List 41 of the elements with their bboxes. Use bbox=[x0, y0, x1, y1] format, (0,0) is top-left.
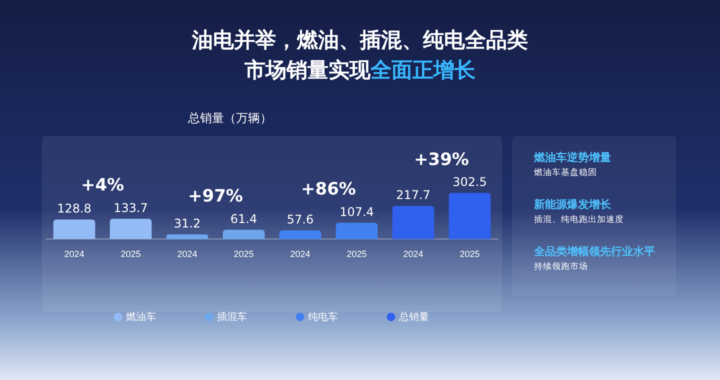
data-label: 217.7 bbox=[396, 188, 430, 202]
text: 总销量（万辆） bbox=[188, 110, 272, 127]
legend-label: 燃油车 bbox=[126, 310, 156, 323]
bar bbox=[166, 234, 208, 240]
legend-label: 插混车 bbox=[217, 310, 247, 323]
x-tick-label: 2024 bbox=[177, 249, 198, 260]
text: 全品类增幅领先行业水平 bbox=[534, 244, 655, 259]
text: +39% bbox=[414, 150, 469, 170]
x-tick-label: 2025 bbox=[120, 249, 141, 260]
x-tick-label: 2024 bbox=[290, 249, 310, 260]
legend-label: 纯电车 bbox=[308, 310, 338, 323]
bar bbox=[336, 222, 378, 240]
data-label: 57.6 bbox=[286, 212, 314, 227]
data-label: 61.4 bbox=[230, 212, 258, 226]
x-tick-label: 2025 bbox=[346, 249, 367, 260]
bar bbox=[110, 218, 152, 240]
bar bbox=[222, 230, 265, 240]
bar bbox=[53, 219, 96, 240]
chart-subtitle: 市场销量实现全面正增长 bbox=[244, 58, 476, 82]
x-tick-label: 2024 bbox=[64, 249, 84, 260]
data-label: 128.8 bbox=[57, 202, 92, 216]
chart-title: 油电并举，燃油、插混、纯电全品类 bbox=[190, 27, 529, 54]
text: 新能源爆发增长 bbox=[534, 197, 611, 212]
annotation: +97% bbox=[188, 186, 243, 207]
bar bbox=[392, 206, 434, 240]
bar bbox=[448, 192, 491, 240]
text: 持续领跑市场 bbox=[534, 261, 588, 273]
data-label: 133.7 bbox=[114, 200, 148, 215]
x-tick-label: 2024 bbox=[403, 249, 424, 260]
legend-label: 总销量 bbox=[398, 310, 429, 323]
x-tick-label: 2025 bbox=[460, 249, 480, 260]
annotation: +86% bbox=[301, 180, 356, 200]
annotation: +4% bbox=[80, 176, 124, 196]
text: 燃油车基盘稳固 bbox=[534, 167, 597, 179]
text: 燃油车逆势增量 bbox=[534, 150, 611, 165]
bar bbox=[279, 230, 322, 240]
text: 插混、纯电跑出加速度 bbox=[534, 214, 624, 226]
data-label: 31.2 bbox=[174, 216, 201, 231]
data-label: 302.5 bbox=[452, 175, 487, 190]
data-label: 107.4 bbox=[340, 204, 374, 219]
x-tick-label: 2025 bbox=[234, 249, 254, 260]
